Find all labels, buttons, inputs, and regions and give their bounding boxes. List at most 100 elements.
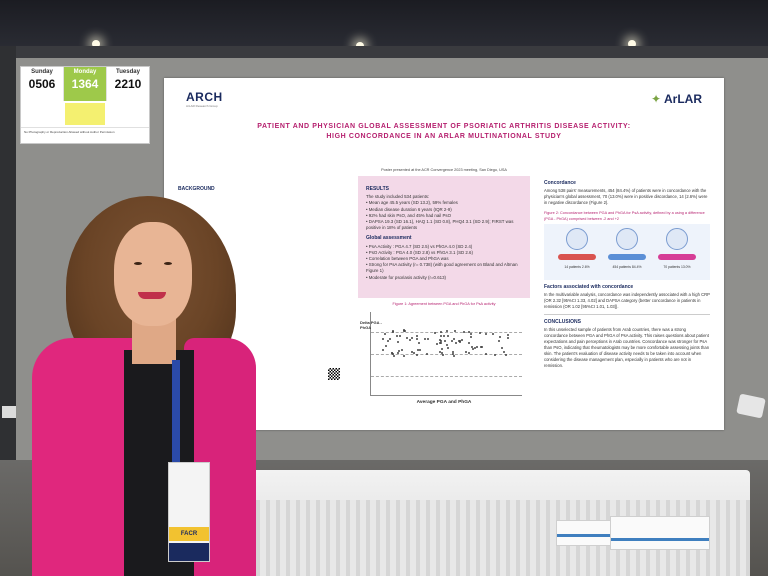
plot-point — [398, 334, 401, 337]
global-item: PsA Activity : PGA 4.7 (SD 2.5) vs PhGA … — [366, 244, 522, 250]
plot-point — [471, 348, 474, 351]
plot-point — [401, 349, 404, 352]
plot-reference-line — [371, 376, 522, 377]
plot-point — [484, 352, 487, 355]
plot-point — [403, 329, 406, 332]
factors-text: In the multivariable analysis, concordan… — [544, 292, 710, 309]
plot-point — [423, 338, 426, 341]
schedule-footer: No Photography or Reproduction Allowed w… — [21, 127, 149, 136]
results-list: Mean age 45.5 years (SD 13.2), 59% femal… — [366, 200, 522, 231]
plot-point — [441, 354, 444, 357]
schedule-note — [23, 103, 63, 125]
plot-point — [412, 351, 415, 354]
board-post — [0, 46, 16, 576]
plot-point — [500, 346, 503, 349]
global-item: PsO Activity : PGA 4.0 (SD 2.8) vs PhGA … — [366, 250, 522, 256]
figure-2-label: 70 patients 13.0% — [663, 265, 691, 269]
plot-point — [416, 348, 419, 351]
plot-reference-line — [371, 354, 522, 355]
figure-2-concordance: 14 patients 2.6% 454 patients 84.4% 70 p… — [544, 224, 710, 280]
figure-1-xlabel: Average PGA and PhGA — [416, 400, 472, 405]
results-item: Median disease duration 6 years (IQR 2-9… — [366, 207, 522, 213]
plot-point — [503, 351, 506, 354]
schedule-day-number: 0506 — [28, 77, 56, 91]
figure-1-bland-altman: Figure 1: Agreement between PGA and PhGA… — [358, 302, 530, 412]
plot-point — [384, 333, 387, 335]
plot-point — [441, 351, 444, 354]
plot-point — [391, 330, 394, 333]
plot-point — [464, 350, 467, 353]
plot-point — [454, 329, 457, 332]
arch-logo: ARCH ArLAR Research Group — [186, 90, 223, 108]
plot-point — [417, 341, 420, 344]
schedule-day-number: 1364 — [71, 77, 99, 91]
figure-1-caption: Figure 1: Agreement between PGA and PhGA… — [392, 302, 496, 306]
plot-point — [453, 337, 456, 340]
poster-right-column: Concordance Among 538 pairs' measurement… — [544, 176, 710, 369]
plot-point — [392, 354, 395, 357]
figure-2-label: 454 patients 84.4% — [612, 265, 642, 269]
plot-point — [485, 332, 488, 335]
plot-point — [416, 338, 419, 341]
ceiling-light — [628, 40, 636, 48]
plot-point — [411, 336, 414, 339]
plot-point — [507, 337, 510, 340]
plot-point — [468, 341, 471, 344]
plot-point — [440, 331, 443, 334]
presenter-eye — [134, 262, 142, 265]
plot-point — [468, 351, 471, 354]
plot-point — [474, 347, 477, 350]
plot-point — [402, 329, 405, 332]
plot-point — [396, 352, 399, 355]
people-icon — [566, 228, 588, 250]
plot-point — [438, 341, 441, 344]
poster-authors — [184, 148, 704, 153]
plot-point — [470, 345, 473, 348]
figure-1-ylabel: Delta PGA - PhGA — [360, 320, 382, 330]
global-item: Moderate for psoriasis activity (r=0.613… — [366, 275, 522, 281]
arlar-logo: ✦ ArLAR — [651, 92, 702, 106]
plot-point — [481, 345, 484, 348]
arch-logo-subtext: ArLAR Research Group — [186, 104, 218, 108]
conclusions-text: In this unselected sample of patients fr… — [544, 327, 710, 368]
plot-point — [479, 345, 482, 348]
plot-point — [397, 349, 400, 352]
background-heading: BACKGROUND — [178, 186, 215, 192]
schedule-notes — [21, 101, 149, 127]
wall-clip — [2, 406, 16, 418]
plot-point — [469, 333, 472, 336]
results-intro: The study included 534 patients: — [366, 194, 430, 200]
plot-point — [446, 335, 449, 338]
plot-point — [444, 339, 447, 342]
plot-point — [479, 332, 482, 335]
plot-point — [403, 354, 406, 357]
plot-point — [405, 336, 408, 339]
plot-point — [415, 335, 418, 338]
plot-point — [458, 341, 461, 344]
poster-presented-note: Poster presented at the ACR Convergence … — [381, 168, 507, 172]
schedule-day: Tuesday 2210 — [107, 67, 149, 101]
schedule-note — [107, 103, 147, 125]
schedule-day-active: Monday 1364 — [64, 67, 107, 101]
research-poster: ARCH ArLAR Research Group ✦ ArLAR PATIEN… — [164, 78, 724, 430]
global-item: Strong for PsA activity (r= 0.738) (with… — [366, 262, 522, 274]
concordance-bar — [608, 254, 646, 260]
badge-name — [171, 467, 209, 473]
plot-point — [439, 338, 442, 341]
factors-heading: Factors associated with concordance — [544, 284, 634, 290]
figure-2-label: 14 patients 2.6% — [564, 265, 590, 269]
plot-point — [497, 339, 500, 342]
plot-point — [409, 339, 412, 342]
results-item: DAPSA 19.3 (SD 16.1), HAQ 1.1 (SD 0.8), … — [366, 219, 522, 231]
plot-point — [460, 339, 463, 342]
concordance-heading: Concordance — [544, 180, 576, 186]
board-frame — [0, 46, 768, 58]
handshake-icon — [616, 228, 638, 250]
handout-stripe — [611, 538, 709, 541]
plot-point — [438, 350, 441, 353]
poster-title: PATIENT AND PHYSICIAN GLOBAL ASSESSMENT … — [204, 122, 684, 142]
results-box: RESULTS The study included 534 patients:… — [358, 176, 530, 298]
divider — [544, 314, 710, 315]
poster-title-line: PATIENT AND PHYSICIAN GLOBAL ASSESSMENT … — [257, 123, 631, 130]
plot-point — [445, 343, 448, 346]
